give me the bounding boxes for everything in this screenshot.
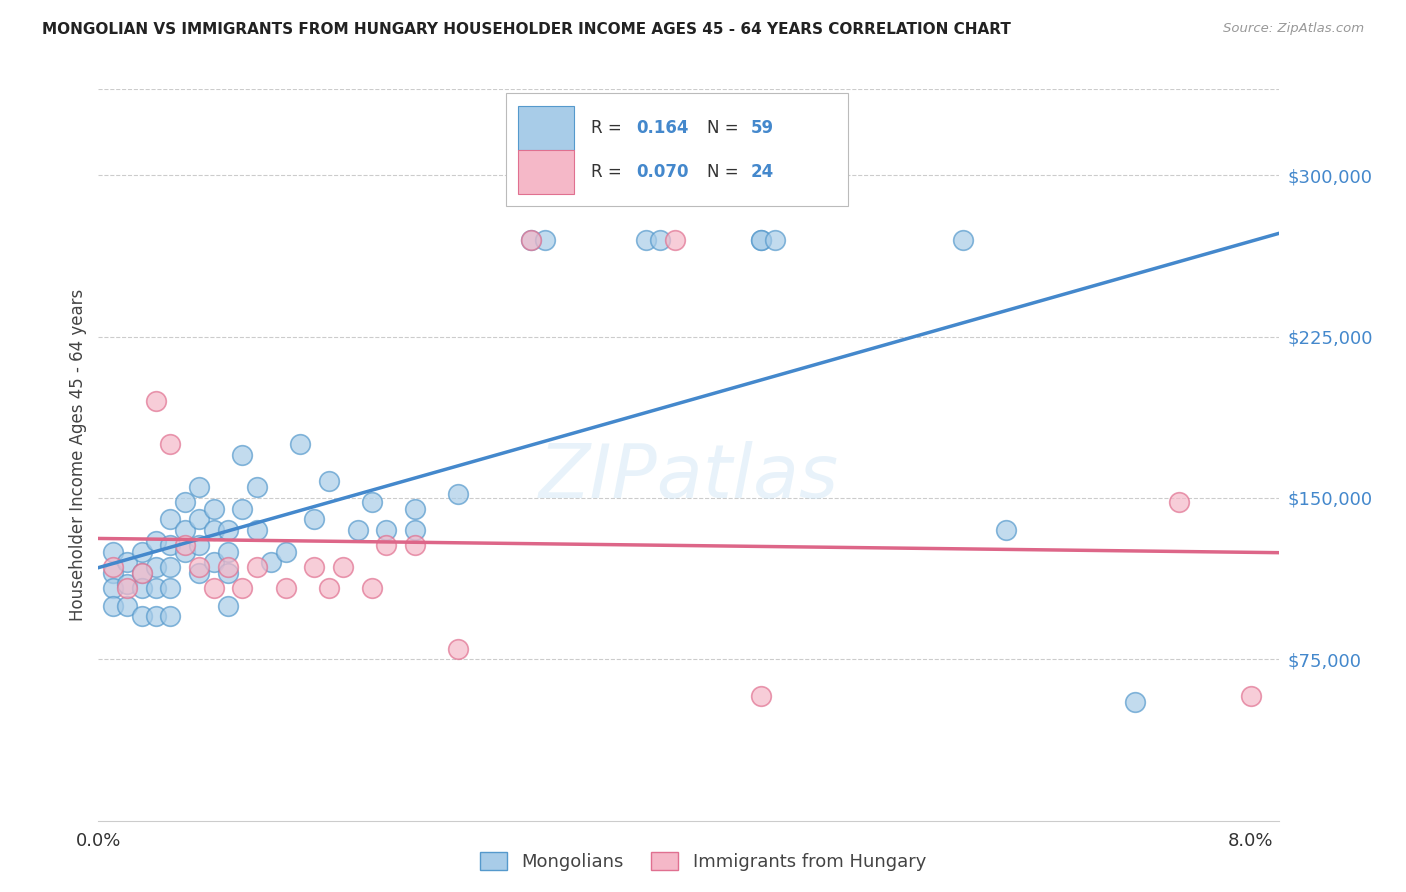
Point [519, 233, 541, 247]
Point [318, 474, 340, 488]
Point [231, 448, 253, 462]
Point [159, 609, 181, 624]
Point [246, 523, 269, 537]
Point [188, 566, 211, 581]
Point [304, 512, 326, 526]
Point [749, 233, 772, 247]
Point [519, 233, 541, 247]
Point [634, 233, 657, 247]
Text: N =: N = [707, 119, 744, 137]
Point [101, 599, 124, 613]
Point [346, 523, 368, 537]
Point [188, 480, 211, 494]
Point [101, 559, 124, 574]
Point [202, 556, 225, 570]
Text: 59: 59 [751, 119, 773, 137]
Point [115, 599, 138, 613]
Text: MONGOLIAN VS IMMIGRANTS FROM HUNGARY HOUSEHOLDER INCOME AGES 45 - 64 YEARS CORRE: MONGOLIAN VS IMMIGRANTS FROM HUNGARY HOU… [42, 22, 1011, 37]
Point [1240, 689, 1263, 703]
FancyBboxPatch shape [506, 93, 848, 206]
Point [274, 582, 297, 596]
Point [404, 538, 426, 552]
Point [145, 609, 167, 624]
Legend: Mongolians, Immigrants from Hungary: Mongolians, Immigrants from Hungary [472, 845, 934, 879]
Point [375, 538, 398, 552]
Point [173, 495, 195, 509]
Point [1125, 695, 1147, 709]
Point [246, 480, 269, 494]
Point [246, 559, 269, 574]
Text: Source: ZipAtlas.com: Source: ZipAtlas.com [1223, 22, 1364, 36]
Point [202, 501, 225, 516]
Point [173, 523, 195, 537]
Point [749, 689, 772, 703]
Point [534, 233, 557, 247]
Point [217, 545, 239, 559]
Text: R =: R = [591, 163, 627, 181]
Point [763, 233, 786, 247]
Point [231, 582, 253, 596]
Point [101, 566, 124, 581]
Point [361, 495, 384, 509]
Point [145, 582, 167, 596]
Point [749, 233, 772, 247]
Point [188, 559, 211, 574]
Point [159, 582, 181, 596]
Point [131, 566, 153, 581]
Text: 24: 24 [751, 163, 773, 181]
Point [145, 394, 167, 409]
Point [217, 559, 239, 574]
Point [159, 512, 181, 526]
Point [159, 437, 181, 451]
Text: ZIPatlas: ZIPatlas [538, 441, 839, 513]
Point [361, 582, 384, 596]
Point [332, 559, 354, 574]
Point [447, 486, 470, 500]
Point [145, 559, 167, 574]
Point [217, 566, 239, 581]
Point [318, 582, 340, 596]
Point [131, 609, 153, 624]
Point [145, 533, 167, 548]
Point [274, 545, 297, 559]
Text: N =: N = [707, 163, 744, 181]
Point [159, 538, 181, 552]
Point [447, 641, 470, 656]
Point [260, 556, 283, 570]
Point [375, 523, 398, 537]
Y-axis label: Householder Income Ages 45 - 64 years: Householder Income Ages 45 - 64 years [69, 289, 87, 621]
Point [131, 545, 153, 559]
Point [188, 512, 211, 526]
Point [650, 233, 672, 247]
Point [231, 501, 253, 516]
Point [115, 556, 138, 570]
Point [304, 559, 326, 574]
Point [994, 523, 1017, 537]
FancyBboxPatch shape [517, 106, 575, 150]
Point [664, 233, 686, 247]
Text: 0.070: 0.070 [636, 163, 689, 181]
Point [404, 523, 426, 537]
Point [217, 523, 239, 537]
Point [131, 582, 153, 596]
Text: R =: R = [591, 119, 627, 137]
Point [159, 559, 181, 574]
Text: 0.164: 0.164 [636, 119, 689, 137]
Point [1167, 495, 1189, 509]
Point [131, 566, 153, 581]
Point [404, 501, 426, 516]
Point [217, 599, 239, 613]
Point [188, 538, 211, 552]
Point [173, 545, 195, 559]
FancyBboxPatch shape [517, 150, 575, 194]
Point [101, 582, 124, 596]
Point [115, 577, 138, 591]
Point [101, 545, 124, 559]
Point [202, 582, 225, 596]
Point [115, 582, 138, 596]
Point [202, 523, 225, 537]
Point [173, 538, 195, 552]
Point [288, 437, 311, 451]
Point [952, 233, 974, 247]
